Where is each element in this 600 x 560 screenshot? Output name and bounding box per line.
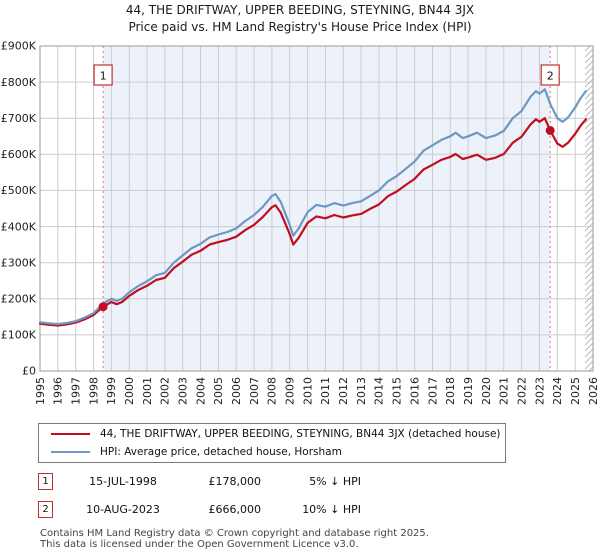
x-tick-label: 2014 [373,377,386,405]
price-chart: 1 2 £0 £100K £200K £300K £400K £500K £600K £700K £… [1,40,600,405]
y-tick-label: £0 [22,365,36,378]
y-tick-label: £200K [1,293,37,306]
sale-2-price: £666,000 [208,503,262,516]
copyright-line-1: Contains HM Land Registry data © Crown c… [40,528,429,539]
y-tick-label: £700K [1,112,37,125]
x-tick-label: 2004 [194,377,207,405]
chart-title: 44, THE DRIFTWAY, UPPER BEEDING, STEYNIN… [125,3,475,17]
sale-point-dot [98,302,108,312]
x-tick-label: 2015 [391,377,404,405]
hpi-line [38,88,588,326]
legend-row-hpi: HPI: Average price, detached house, Hors… [39,445,505,460]
sale-marker-label: 1 [100,70,107,83]
hpi-line-swatch [51,451,90,453]
sale-marker-label: 2 [547,70,554,83]
sale-marker-2-badge: 2 [38,501,53,518]
x-tick-label: 2000 [123,377,136,405]
x-tick-label: 2020 [480,377,493,405]
x-tick-label: 2008 [266,377,279,405]
x-tick-label: 2023 [533,377,546,405]
x-tick-label: 1999 [105,377,118,405]
y-tick-label: £500K [1,184,37,197]
sale-1-date: 15-JUL-1998 [89,475,157,488]
x-tick-label: 1996 [52,377,65,405]
y-tick-label: £800K [1,76,37,89]
property-line-swatch [51,433,90,435]
sale-1-price: £178,000 [208,475,262,488]
x-tick-label: 2007 [248,377,261,405]
x-tick-label: 1998 [87,377,100,405]
chart-subtitle: Price paid vs. HM Land Registry's House … [128,20,472,34]
x-tick-label: 2017 [426,377,439,405]
sale-2-date: 10-AUG-2023 [86,503,160,516]
future-hatch-region [585,46,593,371]
ownership-shaded-band [103,46,551,371]
sale-marker-box [540,64,560,86]
chart-legend: 44, THE DRIFTWAY, UPPER BEEDING, STEYNIN… [38,423,506,463]
x-tick-label: 2022 [515,377,528,405]
x-tick-label: 2001 [141,377,154,405]
x-tick-label: 2003 [177,377,190,405]
sale-1-hpi-diff: 5% ↓ HPI [309,475,361,488]
x-tick-label: 2021 [498,377,511,405]
sale-point-dot [545,126,555,135]
legend-label-property: 44, THE DRIFTWAY, UPPER BEEDING, STEYNIN… [100,428,501,440]
x-tick-label: 2009 [284,377,297,405]
property-price-line [38,117,588,327]
sale-annotation-2: 2 10-AUG-2023 £666,000 10% ↓ HPI [38,501,361,518]
x-tick-label: 2024 [551,377,564,405]
y-tick-label: £600K [1,148,37,161]
sale-2-hpi-diff: 10% ↓ HPI [302,503,361,516]
x-tick-label: 1997 [70,377,83,405]
x-tick-label: 2025 [569,377,582,405]
x-tick-label: 1995 [34,377,47,405]
x-tick-label: 2011 [319,377,332,405]
legend-row-property: 44, THE DRIFTWAY, UPPER BEEDING, STEYNIN… [39,427,505,442]
x-tick-label: 2012 [337,377,350,405]
y-tick-label: £900K [1,40,37,53]
plot-border [39,45,594,372]
x-tick-label: 2019 [462,377,475,405]
sale-marker-box [93,64,113,86]
x-tick-label: 2010 [301,377,314,405]
x-tick-label: 2026 [587,377,600,405]
legend-label-hpi: HPI: Average price, detached house, Hors… [100,446,342,458]
x-tick-label: 2013 [355,377,368,405]
y-tick-label: £400K [1,220,37,233]
x-tick-label: 2018 [444,377,457,405]
copyright-line-2: This data is licensed under the Open Gov… [40,539,359,550]
x-tick-label: 2005 [212,377,225,405]
sale-annotation-1: 1 15-JUL-1998 £178,000 5% ↓ HPI [38,473,361,490]
y-tick-label: £300K [1,256,37,269]
sale-marker-1-badge: 1 [38,473,53,490]
y-tick-label: £100K [1,329,37,342]
x-tick-label: 2016 [408,377,421,405]
x-tick-label: 2006 [230,377,243,405]
x-tick-label: 2002 [159,377,172,405]
